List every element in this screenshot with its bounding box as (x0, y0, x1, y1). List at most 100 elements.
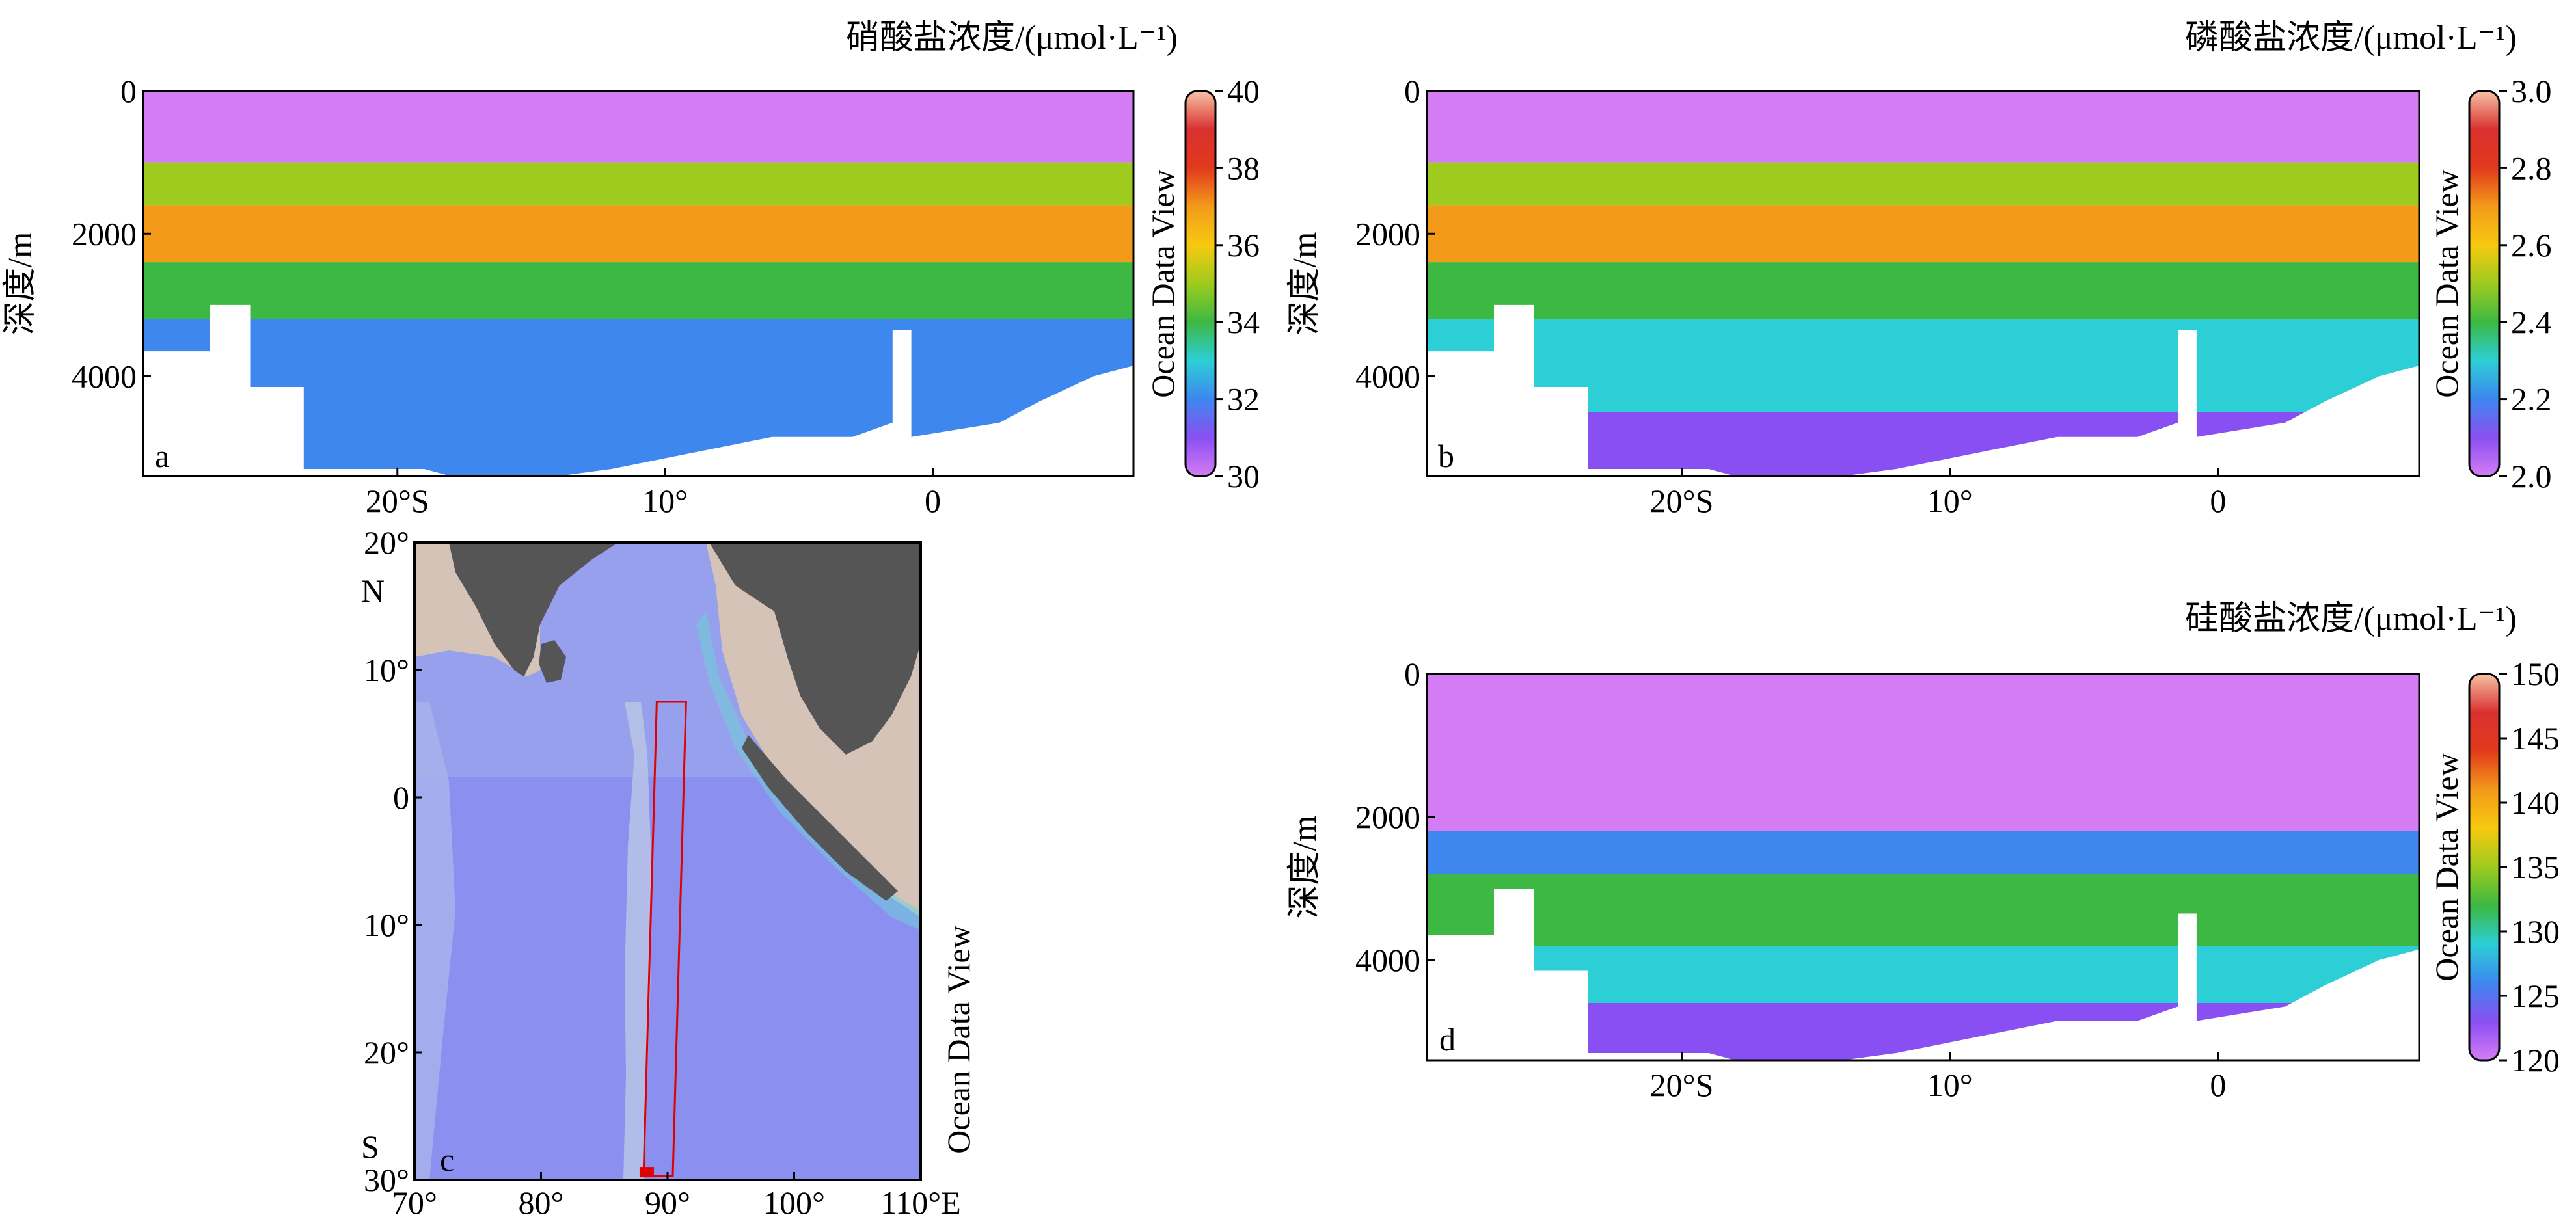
y-tick-label: 4000 (72, 358, 137, 395)
y-tick-label: 2000 (1355, 799, 1420, 835)
x-tick-label: 10° (1927, 1067, 1973, 1103)
colorbar-tick-label: 2.4 (2511, 304, 2552, 340)
colorbar-tick-label: 2.2 (2511, 381, 2552, 418)
seafloor-mask (143, 304, 1133, 476)
panel-d-xticks: 20°S 10° 0 (1650, 1052, 2226, 1103)
colorbar-body (1184, 90, 1217, 477)
colorbar-odv-label: Ocean Data View (1145, 169, 1181, 397)
colorbar-tick-label: 145 (2511, 720, 2560, 756)
panel-b-ylabel: 深度/m (1286, 232, 1323, 336)
x-tick-label: 0 (2210, 483, 2226, 519)
panel-a-colorbar: 30 32 34 36 38 40 Ocean Data View (1145, 73, 1260, 494)
panel-a-title: 硝酸盐浓度/(μmol·L⁻¹) (846, 20, 1178, 57)
section-layer (1427, 162, 2419, 206)
x-tick-label: 20°S (1650, 1067, 1714, 1103)
x-tick-label: 0 (925, 483, 941, 519)
map-yticks: 20° 10° 0 10° 20° 30° (364, 524, 422, 1198)
map-y-tick-label: 10° (364, 652, 409, 688)
section-layer (1427, 831, 2419, 874)
panel-d: 硅酸盐浓度/(μmol·L⁻¹) 深度/m 0 2000 4000 20°S 10° 0… (1286, 600, 2560, 1103)
panel-a: 硝酸盐浓度/(μmol·L⁻¹) 深度/m 0 2000 4000 20°S 10° 0… (2, 20, 1260, 519)
colorbar-tick-label: 3.0 (2511, 73, 2552, 109)
section-layer (143, 162, 1133, 206)
map-sumatra-land (742, 735, 898, 901)
x-tick-label: 10° (642, 483, 688, 519)
colorbar-body (2468, 673, 2501, 1062)
colorbar-tick-label: 120 (2511, 1042, 2560, 1078)
panel-b: 磷酸盐浓度/(μmol·L⁻¹) 深度/m 0 2000 4000 20°S 10° 0… (1286, 20, 2552, 519)
x-tick-label: 10° (1927, 483, 1973, 519)
colorbar-tick-label: 135 (2511, 849, 2560, 885)
section-layer (143, 91, 1133, 163)
seafloor-mask (1427, 304, 2419, 476)
y-tick-label: 2000 (72, 215, 137, 252)
panel-a-yticks: 0 2000 4000 (72, 73, 151, 395)
panel-a-ylabel: 深度/m (2, 232, 39, 336)
panel-c-map: 20°10°010°20°30° 70° 80° 90° 100° 110°E N S … (361, 524, 977, 1221)
colorbar-tick-label: 130 (2511, 913, 2560, 950)
map-area (414, 542, 921, 1180)
map-x-tick-label: 70° (392, 1184, 437, 1221)
colorbar-tick-label: 30 (1227, 458, 1260, 494)
y-tick-label: 2000 (1355, 215, 1420, 252)
map-odv-label: Ocean Data View (940, 925, 977, 1153)
x-tick-label: 20°S (1650, 483, 1714, 519)
panel-b-yticks: 0 2000 4000 (1355, 73, 1435, 395)
panel-d-plot (1427, 674, 2419, 1060)
panel-d-title: 硅酸盐浓度/(μmol·L⁻¹) (2185, 600, 2517, 637)
colorbar-tick-label: 40 (1227, 73, 1260, 109)
map-indochina-land (709, 542, 921, 755)
y-tick-label: 0 (120, 73, 137, 109)
y-tick-label: 0 (1404, 73, 1420, 109)
section-layer (1427, 674, 2419, 831)
map-x-tick-label: 100° (763, 1184, 825, 1221)
section-layer (1427, 262, 2419, 319)
map-india-land (449, 542, 618, 676)
panel-a-letter: a (155, 438, 169, 474)
map-north-label: N (361, 572, 385, 609)
map-panel-letter: c (440, 1142, 454, 1178)
colorbar-odv-label: Ocean Data View (2428, 753, 2465, 981)
map-x-tick-label: 90° (645, 1184, 690, 1221)
panel-d-frame (1426, 673, 2420, 1062)
map-xticks: 70° 80° 90° 100° 110°E (392, 1172, 961, 1221)
map-sea-shelf-band (696, 611, 921, 930)
map-transect-start-marker (639, 1167, 654, 1178)
panel-d-colorbar: 120 125 130 135 140 145 150 Ocean Data View (2428, 656, 2560, 1078)
panel-a-plot (143, 91, 1133, 476)
colorbar-tick-label: 150 (2511, 656, 2560, 692)
colorbar-odv-label: Ocean Data View (2428, 169, 2465, 397)
colorbar-tick-label: 140 (2511, 784, 2560, 821)
colorbar-tick-label: 2.0 (2511, 458, 2552, 494)
panel-a-frame (142, 90, 1135, 477)
panel-b-title: 磷酸盐浓度/(μmol·L⁻¹) (2185, 20, 2517, 57)
map-srilanka-land (539, 640, 566, 683)
map-x-tick-label: 80° (519, 1184, 564, 1221)
map-ninetyeast-ridge (623, 702, 651, 1180)
section-layer (143, 319, 1133, 412)
panel-d-ylabel: 深度/m (1286, 816, 1323, 919)
map-y-tick-label: 20° (364, 1034, 409, 1071)
map-x-tick-label: 110°E (880, 1184, 961, 1221)
panel-b-plot (1427, 91, 2419, 476)
panel-d-letter: d (1439, 1021, 1456, 1058)
map-y-tick-label: 20° (364, 524, 409, 561)
panel-b-colorbar: 2.0 2.2 2.4 2.6 2.8 3.0 Ocean Data View (2428, 73, 2552, 494)
section-layer (1427, 205, 2419, 263)
map-south-label: S (361, 1129, 379, 1165)
section-layer (143, 262, 1133, 319)
panel-d-yticks: 0 2000 4000 (1355, 656, 1435, 978)
panel-b-frame (1426, 90, 2420, 477)
map-y-tick-label: 10° (364, 907, 409, 943)
seafloor-mask (1427, 889, 2419, 1060)
map-y-tick-label: 0 (393, 779, 409, 816)
colorbar-tick-label: 2.8 (2511, 150, 2552, 186)
map-transect-box (642, 701, 687, 1177)
colorbar-tick-label: 125 (2511, 978, 2560, 1014)
colorbar-tick-label: 38 (1227, 150, 1260, 186)
colorbar-tick-label: 36 (1227, 227, 1260, 263)
colorbar-tick-label: 2.6 (2511, 227, 2552, 263)
y-tick-label: 4000 (1355, 358, 1420, 395)
colorbar-body (2468, 90, 2501, 477)
